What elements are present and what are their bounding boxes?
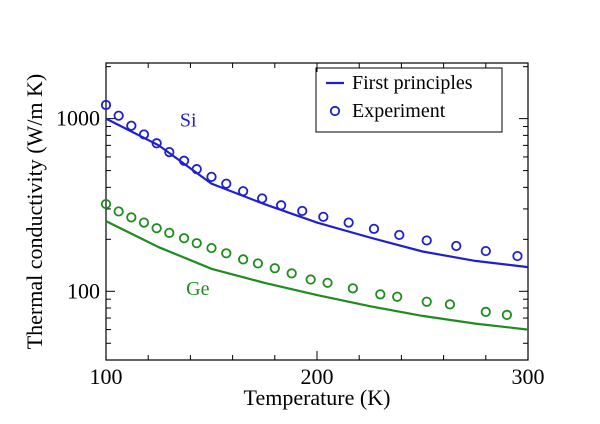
data-point-si xyxy=(512,250,523,262)
data-point-ge xyxy=(138,217,150,228)
data-point-si xyxy=(394,229,405,241)
data-point-si xyxy=(276,200,287,211)
data-point-ge xyxy=(421,296,432,307)
data-point-ge xyxy=(322,277,333,288)
data-point-ge xyxy=(286,268,297,279)
data-point-ge xyxy=(480,306,491,317)
data-point-si xyxy=(421,235,432,246)
x-axis-label: Temperature (K) xyxy=(244,385,391,410)
data-point-si xyxy=(257,193,268,204)
y-axis-label: Thermal conductivity (W/m K) xyxy=(22,74,47,350)
data-point-ge xyxy=(444,299,456,310)
data-point-ge xyxy=(164,227,175,238)
data-point-ge xyxy=(238,254,249,265)
data-point-si xyxy=(151,138,162,149)
data-point-si xyxy=(451,240,462,252)
x-tick-label: 100 xyxy=(90,364,123,389)
data-point-ge xyxy=(269,263,280,274)
legend-label: Experiment xyxy=(352,100,446,122)
data-point-si xyxy=(480,245,491,257)
data-point-ge xyxy=(221,248,232,259)
data-point-ge xyxy=(126,212,137,223)
data-point-si xyxy=(126,120,137,131)
data-point-si xyxy=(113,110,124,121)
data-point-si xyxy=(164,146,175,158)
data-point-ge xyxy=(305,274,316,285)
data-point-si xyxy=(178,155,190,166)
legend-circle-marker xyxy=(329,105,341,117)
data-point-si xyxy=(206,171,217,182)
data-point-si xyxy=(221,178,232,189)
legend-box xyxy=(315,67,503,133)
y-tick-label: 1000 xyxy=(56,106,100,131)
series-line-si xyxy=(105,117,529,269)
x-tick-label: 300 xyxy=(512,364,545,389)
data-point-si xyxy=(191,164,202,175)
data-point-ge xyxy=(113,206,124,217)
legend-label: First principles xyxy=(352,72,473,94)
series-label-ge: Ge xyxy=(186,278,209,300)
data-point-ge xyxy=(375,289,386,300)
x-tick-label: 200 xyxy=(301,364,334,389)
data-point-si xyxy=(100,99,112,111)
data-point-si xyxy=(238,186,249,197)
data-point-ge xyxy=(100,198,112,210)
data-point-ge xyxy=(252,258,264,269)
plot-frame xyxy=(105,62,529,361)
data-point-ge xyxy=(392,291,403,302)
data-point-si xyxy=(138,129,150,140)
data-point-si xyxy=(297,205,308,217)
data-point-si xyxy=(343,217,354,228)
data-point-si xyxy=(368,223,380,234)
data-point-ge xyxy=(178,233,190,244)
y-tick-label: 100 xyxy=(67,278,100,303)
data-point-ge xyxy=(191,238,202,249)
data-point-ge xyxy=(347,283,358,294)
data-point-si xyxy=(318,211,329,222)
data-point-ge xyxy=(501,309,512,320)
data-point-ge xyxy=(151,223,162,234)
series-line-ge xyxy=(105,220,529,331)
data-point-ge xyxy=(206,242,217,254)
series-label-si: Si xyxy=(180,110,197,132)
